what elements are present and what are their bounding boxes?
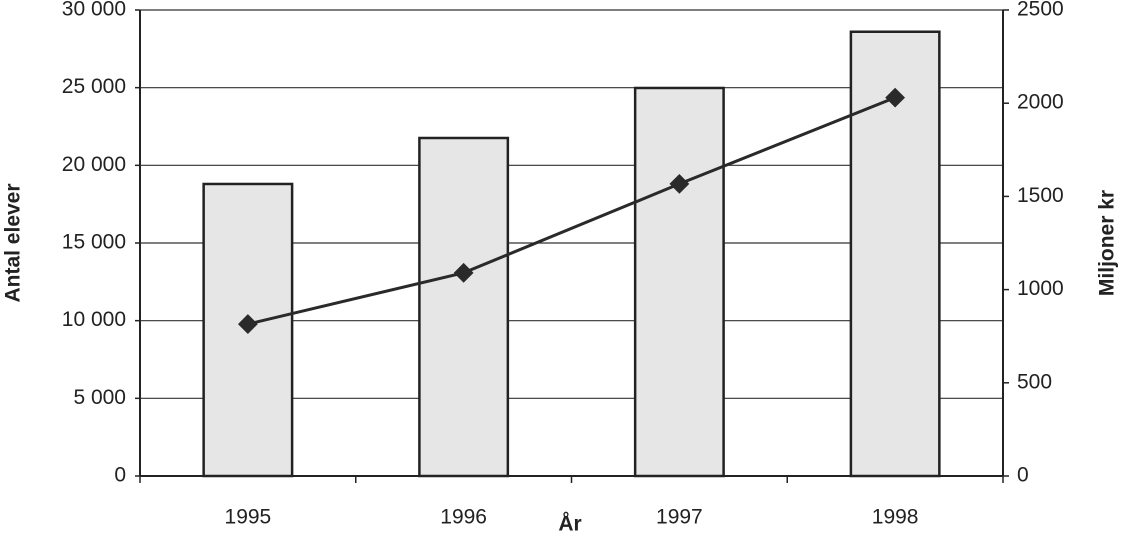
y2-tick-label: 1000: [1017, 277, 1064, 300]
y-tick-label: 15 000: [62, 231, 126, 254]
marker: [453, 262, 474, 283]
x-tick-label: 1997: [656, 506, 703, 529]
y2-tick-label: 1500: [1017, 184, 1064, 207]
x-axis-label: År: [558, 512, 581, 536]
y-axis-label: Antal elever: [2, 183, 25, 302]
bar: [418, 136, 510, 478]
y-tick-label: 20 000: [62, 153, 126, 176]
y2-tick-label: 500: [1017, 370, 1052, 393]
line: [247, 96, 896, 326]
y2-tick-label: 2500: [1017, 0, 1064, 21]
x-tick-label: 1998: [872, 506, 919, 529]
marker: [237, 314, 258, 334]
y-tick-label: 10 000: [62, 308, 126, 331]
y2-axis-label: Miljoner kr: [1096, 190, 1119, 296]
x-tick-label: 1996: [440, 506, 487, 529]
y-tick-label: 25 000: [62, 75, 126, 98]
y-tick-label: 5 000: [73, 386, 126, 409]
y2-tick-label: 0: [1017, 464, 1029, 487]
x-tick-label: 1995: [225, 506, 272, 529]
y-tick-label: 30 000: [62, 0, 126, 21]
bar: [633, 86, 725, 478]
y-tick-label: 0: [114, 464, 126, 487]
y2-tick-label: 2000: [1017, 91, 1064, 114]
